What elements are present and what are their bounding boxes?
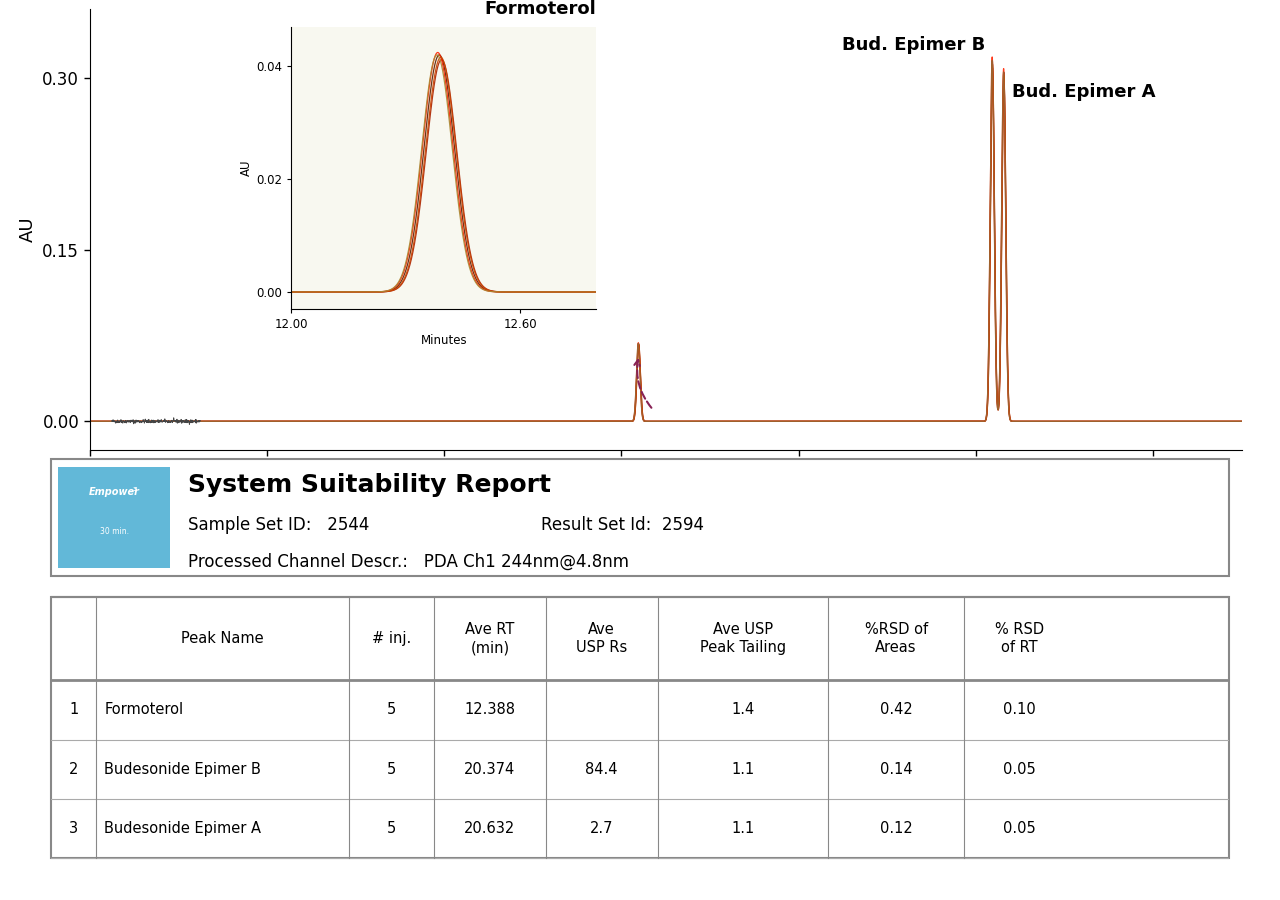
Text: 0.05: 0.05 bbox=[1004, 821, 1036, 836]
Text: Formoterol: Formoterol bbox=[104, 702, 183, 717]
Y-axis label: AU: AU bbox=[19, 217, 37, 242]
Text: 5: 5 bbox=[387, 761, 396, 777]
Text: System Suitability Report: System Suitability Report bbox=[188, 472, 550, 497]
Text: 2.7: 2.7 bbox=[590, 821, 613, 836]
Text: Ave USP
Peak Tailing: Ave USP Peak Tailing bbox=[700, 622, 786, 655]
Text: 0.12: 0.12 bbox=[879, 821, 913, 836]
Text: 2: 2 bbox=[69, 761, 78, 777]
Text: ³: ³ bbox=[133, 487, 138, 497]
Bar bbox=[51, 597, 1229, 859]
Text: 20.374: 20.374 bbox=[465, 761, 516, 777]
Text: 5: 5 bbox=[387, 702, 396, 717]
Text: 0.10: 0.10 bbox=[1004, 702, 1036, 717]
Text: 84.4: 84.4 bbox=[585, 761, 618, 777]
Text: 12.388: 12.388 bbox=[465, 702, 516, 717]
Bar bbox=[59, 467, 170, 568]
Text: Result Set Id:  2594: Result Set Id: 2594 bbox=[541, 516, 704, 534]
Text: Bud. Epimer B: Bud. Epimer B bbox=[842, 36, 986, 54]
Text: 3: 3 bbox=[69, 821, 78, 836]
Text: % RSD
of RT: % RSD of RT bbox=[996, 622, 1044, 655]
Text: Processed Channel Descr.:   PDA Ch1 244nm@4.8nm: Processed Channel Descr.: PDA Ch1 244nm@… bbox=[188, 553, 628, 571]
Text: Ave RT
(min): Ave RT (min) bbox=[465, 622, 515, 655]
Text: Budesonide Epimer B: Budesonide Epimer B bbox=[104, 761, 261, 777]
Text: Sample Set ID:   2544: Sample Set ID: 2544 bbox=[188, 516, 369, 534]
Text: 1: 1 bbox=[69, 702, 78, 717]
Text: 0.14: 0.14 bbox=[879, 761, 913, 777]
Text: Peak Name: Peak Name bbox=[182, 631, 264, 646]
Text: Ave
USP Rs: Ave USP Rs bbox=[576, 622, 627, 655]
X-axis label: Minutes: Minutes bbox=[630, 484, 701, 502]
Text: # inj.: # inj. bbox=[372, 631, 411, 646]
Text: 1.1: 1.1 bbox=[731, 761, 755, 777]
Text: Budesonide Epimer A: Budesonide Epimer A bbox=[104, 821, 261, 836]
Text: 5: 5 bbox=[387, 821, 396, 836]
Text: 30 min.: 30 min. bbox=[100, 527, 129, 536]
Text: %RSD of
Areas: %RSD of Areas bbox=[864, 622, 928, 655]
Text: 20.632: 20.632 bbox=[465, 821, 516, 836]
Text: 1.4: 1.4 bbox=[731, 702, 755, 717]
Text: 0.05: 0.05 bbox=[1004, 761, 1036, 777]
Text: Bud. Epimer A: Bud. Epimer A bbox=[1011, 84, 1156, 102]
Text: 0.42: 0.42 bbox=[879, 702, 913, 717]
Text: Empower: Empower bbox=[88, 487, 140, 497]
Text: 1.1: 1.1 bbox=[731, 821, 755, 836]
